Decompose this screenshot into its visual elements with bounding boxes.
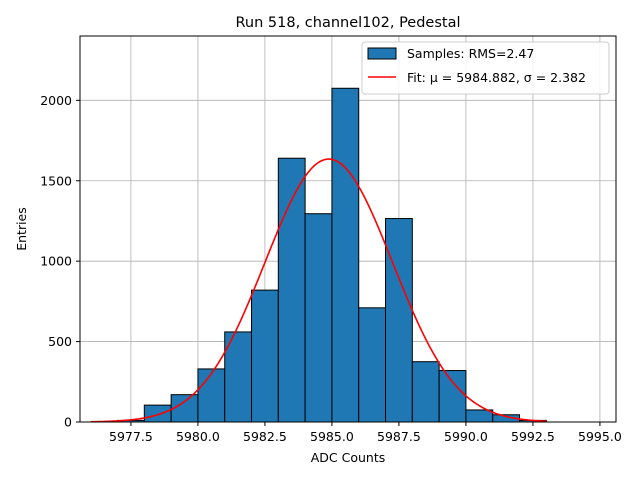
- histogram-bar: [438, 370, 467, 423]
- histogram-bar: [277, 157, 306, 423]
- legend: Samples: RMS=2.47 Fit: μ = 5984.882, σ =…: [361, 41, 610, 95]
- x-axis-label: ADC Counts: [311, 450, 386, 465]
- x-tick-label: 5982.5: [243, 429, 287, 444]
- chart-title: Run 518, channel102, Pedestal: [235, 15, 460, 31]
- y-tick-label: 2000: [40, 93, 72, 108]
- gaussian-fit-curve: [90, 158, 547, 423]
- y-tick-label: 1000: [40, 254, 72, 269]
- y-axis-ticks: 0 500 1000 1500 2000: [40, 93, 80, 430]
- histogram-bar: [251, 289, 279, 423]
- legend-frame: [361, 41, 610, 95]
- plot-frame: [79, 35, 617, 423]
- legend-fit-label: Fit: μ = 5984.882, σ = 2.382: [407, 70, 586, 85]
- y-tick-label: 0: [64, 415, 72, 430]
- x-tick-label: 5985.0: [310, 429, 354, 444]
- x-tick-label: 5995.0: [578, 429, 622, 444]
- x-tick-label: 5980.0: [176, 429, 220, 444]
- legend-samples-swatch: [367, 47, 397, 60]
- fit-curve-group: [90, 158, 547, 423]
- y-tick-label: 500: [48, 334, 72, 349]
- histogram-bar: [331, 87, 360, 423]
- x-tick-label: 5977.5: [109, 429, 153, 444]
- histogram-bar: [411, 361, 440, 423]
- x-tick-label: 5990.0: [444, 429, 488, 444]
- histogram-bar: [465, 409, 494, 423]
- histogram-bar: [358, 307, 387, 423]
- histogram-bars: [117, 87, 547, 423]
- x-axis-ticks: 5977.5 5980.0 5982.5 5985.0 5987.5 5990.0 5992…: [109, 422, 622, 444]
- histogram-bar: [197, 368, 226, 423]
- histogram-bar: [143, 404, 172, 423]
- x-tick-label: 5987.5: [377, 429, 421, 444]
- x-tick-label: 5992.5: [511, 429, 555, 444]
- y-tick-label: 1500: [40, 173, 72, 188]
- histogram-bar: [385, 218, 413, 423]
- legend-samples-label: Samples: RMS=2.47: [407, 46, 534, 61]
- histogram-bar: [304, 213, 333, 423]
- y-axis-label: Entries: [14, 207, 29, 251]
